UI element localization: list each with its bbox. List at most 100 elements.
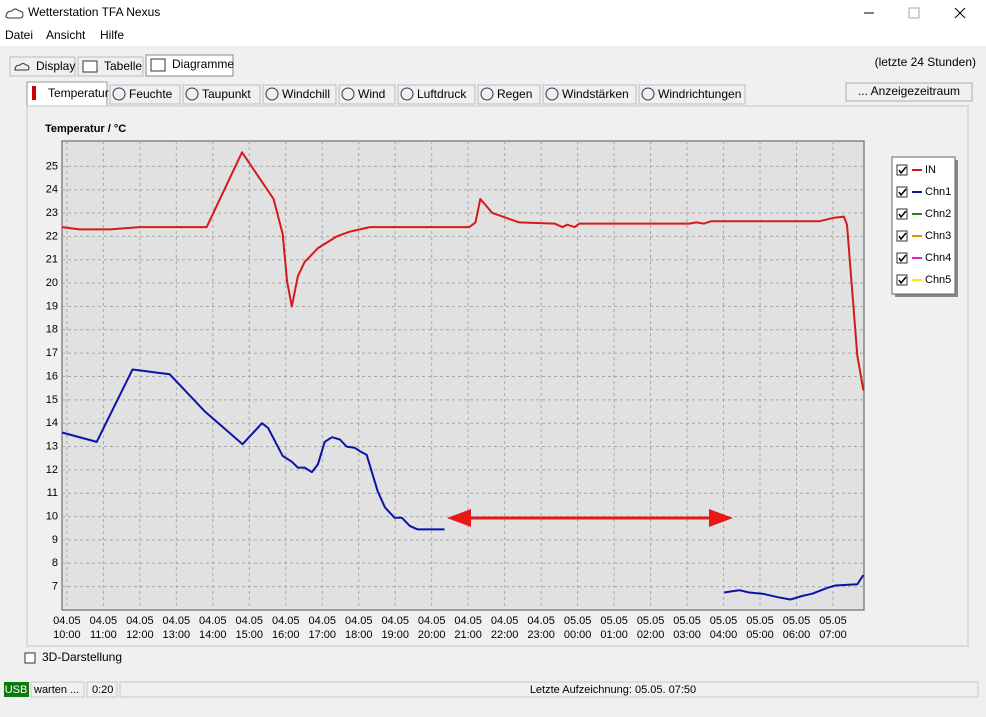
y-tick-label: 15 (46, 394, 58, 406)
x-tick-time: 04:00 (710, 629, 738, 641)
tab[interactable] (9, 56, 76, 77)
subtab[interactable] (477, 84, 541, 105)
subtab-label[interactable]: Wind (358, 87, 385, 101)
series-line (61, 151, 865, 391)
y-tick-label: 12 (46, 464, 58, 476)
chart-title: Temperatur / °C (45, 123, 126, 135)
subtab-label[interactable]: Windrichtungen (658, 87, 741, 101)
x-tick-date: 05.05 (710, 615, 738, 627)
y-tick-label: 11 (47, 487, 58, 499)
x-tick-date: 05.05 (673, 615, 701, 627)
status-port-bg (4, 682, 29, 697)
x-tick-date: 05.05 (600, 615, 628, 627)
legend-label[interactable]: Chn5 (925, 274, 951, 286)
x-tick-time: 14:00 (199, 629, 227, 641)
legend-check (898, 188, 907, 197)
button[interactable] (845, 82, 973, 102)
x-tick-time: 19:00 (381, 629, 409, 641)
checkbox[interactable] (24, 652, 36, 664)
x-tick-time: 11:00 (90, 629, 117, 641)
subtab-label[interactable]: Windstärken (562, 87, 629, 101)
menu-item[interactable]: Ansicht (46, 28, 86, 42)
menu-item[interactable]: Hilfe (100, 28, 124, 42)
subtab-icon (112, 87, 126, 101)
legend-checkbox[interactable] (896, 230, 908, 242)
subtab-label[interactable]: Windchill (282, 87, 330, 101)
subtab-icon (32, 86, 36, 100)
tab-label[interactable]: Diagramme (172, 57, 234, 71)
menu-bar (0, 27, 986, 46)
tab-icon (150, 58, 166, 72)
x-tick-time: 13:00 (163, 629, 191, 641)
x-tick-date: 04.05 (527, 615, 555, 627)
maximize-button[interactable] (908, 7, 920, 19)
app-icon (5, 8, 24, 19)
y-tick-label: 21 (46, 254, 58, 266)
x-tick-time: 20:00 (418, 629, 446, 641)
checkbox-label[interactable]: 3D-Darstellung (42, 650, 122, 664)
x-tick-date: 04.05 (90, 615, 118, 627)
legend-checkbox[interactable] (896, 274, 908, 286)
legend-label[interactable]: IN (925, 164, 936, 176)
x-tick-time: 16:00 (272, 629, 300, 641)
subtab-icon (480, 87, 494, 101)
legend-label[interactable]: Chn4 (925, 252, 951, 264)
plot: 7 8 9 10 11 12 13 14 15 16 17 18 19 20 21 22 23 24 25 04.05… (46, 141, 865, 641)
x-tick-time: 05:00 (746, 629, 774, 641)
y-tick-label: 22 (46, 230, 58, 242)
y-tick-label: 20 (46, 277, 58, 289)
subtab-selected[interactable] (26, 81, 108, 107)
subtab[interactable] (338, 84, 396, 105)
x-tick-date: 04.05 (454, 615, 482, 627)
legend-checkbox[interactable] (896, 208, 908, 220)
subtab[interactable] (262, 84, 337, 105)
legend-checkbox[interactable] (896, 252, 908, 264)
y-tick-label: 17 (46, 347, 58, 359)
x-tick-time: 15:00 (236, 629, 264, 641)
subtab[interactable] (542, 84, 637, 105)
legend-label[interactable]: Chn1 (925, 186, 951, 198)
title-bar (0, 0, 986, 27)
status-timer: 0:20 (92, 684, 113, 696)
legend-checkbox[interactable] (896, 164, 908, 176)
subtab-label[interactable]: Temperatur (48, 86, 109, 100)
x-tick-time: 07:00 (819, 629, 847, 641)
subtab-label[interactable]: Luftdruck (417, 87, 467, 101)
x-tick-date: 05.05 (783, 615, 811, 627)
subtab-label[interactable]: Regen (497, 87, 532, 101)
subtab[interactable] (638, 84, 746, 105)
subtab[interactable] (109, 84, 181, 105)
subtab-label[interactable]: Taupunkt (202, 87, 251, 101)
x-tick-date: 04.05 (308, 615, 336, 627)
legend-check (898, 232, 907, 241)
button-label[interactable]: ... Anzeigezeitraum (858, 84, 960, 98)
legend-checkbox[interactable] (896, 186, 908, 198)
legend-check (898, 254, 907, 263)
subtab[interactable] (397, 84, 476, 105)
subtab[interactable] (182, 84, 261, 105)
legend-label[interactable]: Chn3 (925, 230, 951, 242)
x-tick-date: 04.05 (345, 615, 373, 627)
legend-box (891, 156, 956, 295)
legend-label[interactable]: Chn2 (925, 208, 951, 220)
x-tick-date: 04.05 (491, 615, 519, 627)
tab-icon (82, 60, 98, 73)
x-tick-date: 04.05 (418, 615, 446, 627)
subtab-label[interactable]: Feuchte (129, 87, 173, 101)
tab-label[interactable]: Tabelle (104, 59, 142, 73)
x-tick-date: 04.05 (126, 615, 154, 627)
y-tick-label: 23 (46, 207, 58, 219)
tab-selected[interactable] (145, 54, 234, 77)
status-bar (0, 680, 986, 717)
x-tick-date: 05.05 (637, 615, 665, 627)
y-tick-label: 19 (46, 300, 58, 312)
menu-item[interactable]: Datei (5, 28, 33, 42)
close-button[interactable] (954, 7, 966, 19)
subtab-icon (265, 87, 279, 101)
x-tick-time: 10:00 (53, 629, 81, 641)
x-tick-time: 21:00 (454, 629, 482, 641)
tab-label[interactable]: Display (36, 59, 75, 73)
y-tick-label: 8 (52, 557, 58, 569)
x-tick-time: 03:00 (673, 629, 701, 641)
x-tick-time: 12:00 (126, 629, 154, 641)
